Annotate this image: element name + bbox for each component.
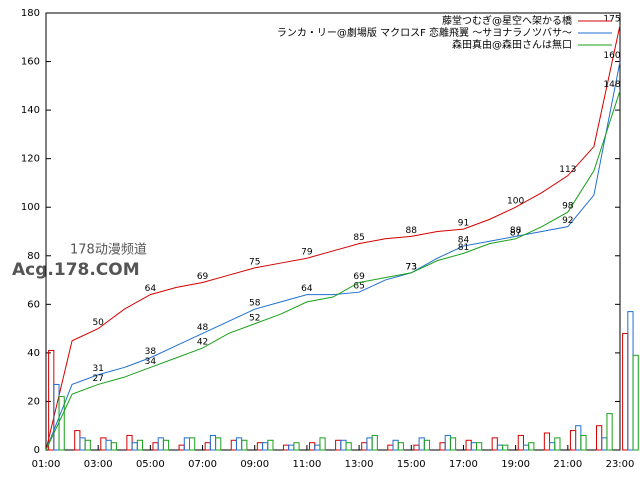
x-tick-label: 21:00 <box>553 459 582 470</box>
count-bar <box>554 437 561 451</box>
count-bar <box>58 396 65 451</box>
y-tick-label: 180 <box>21 8 40 19</box>
series-line <box>45 25 621 451</box>
y-tick-label: 160 <box>21 57 40 68</box>
x-tick-label: 17:00 <box>449 459 478 470</box>
y-tick-label: 80 <box>27 251 40 262</box>
data-label: 79 <box>301 248 313 258</box>
data-label: 92 <box>562 216 573 226</box>
data-label: 81 <box>458 243 469 253</box>
x-tick-label: 07:00 <box>188 459 217 470</box>
data-label: 73 <box>406 262 417 272</box>
count-bar <box>215 437 222 451</box>
data-label: 98 <box>562 202 574 212</box>
count-bar <box>449 437 457 451</box>
legend-label: ランカ・リー@劇場版 マクロスF 恋離飛翼 ～サヨナラノツバサ～ <box>277 26 572 39</box>
data-label: 113 <box>559 165 576 175</box>
data-label: 52 <box>249 313 260 323</box>
data-label: 160 <box>603 51 620 61</box>
data-label: 85 <box>353 233 364 243</box>
count-bar <box>371 434 378 451</box>
data-label: 175 <box>603 15 620 25</box>
data-label: 64 <box>145 284 157 294</box>
data-label: 69 <box>197 272 209 282</box>
x-tick-label: 11:00 <box>292 459 321 470</box>
data-label: 65 <box>353 282 364 292</box>
count-bar <box>543 432 551 451</box>
data-label: 75 <box>249 257 260 267</box>
watermark-line1: 178动漫频道 <box>70 243 147 258</box>
data-label: 91 <box>458 219 469 229</box>
count-bar <box>528 442 535 451</box>
x-tick-label: 09:00 <box>240 459 269 470</box>
x-tick-label: 05:00 <box>136 459 165 470</box>
count-bar <box>267 439 274 451</box>
data-label: 64 <box>301 284 313 294</box>
count-bar <box>110 442 117 451</box>
x-tick-label: 01:00 <box>32 459 61 470</box>
data-label: 34 <box>145 357 157 367</box>
data-label: 38 <box>145 347 157 357</box>
count-bar <box>423 439 431 451</box>
data-label: 48 <box>197 323 209 333</box>
count-bar <box>293 442 300 451</box>
series-line <box>45 90 621 451</box>
y-tick-label: 40 <box>27 348 40 359</box>
count-bar <box>345 442 352 451</box>
plot-frame <box>45 12 621 451</box>
x-tick-label: 03:00 <box>84 459 113 470</box>
x-tick-label: 13:00 <box>345 459 374 470</box>
count-bar <box>136 439 144 451</box>
count-bar <box>397 442 404 451</box>
x-tick-label: 23:00 <box>606 459 635 470</box>
data-label: 88 <box>510 226 522 236</box>
x-tick-label: 15:00 <box>397 459 426 470</box>
count-bar <box>189 437 196 451</box>
y-tick-label: 100 <box>21 202 40 213</box>
data-label: 88 <box>406 226 418 236</box>
legend-label: 藤堂つむぎ@星空へ架かる橋 <box>442 14 572 27</box>
y-tick-label: 120 <box>21 154 40 165</box>
data-label: 87 <box>510 228 521 238</box>
data-label: 69 <box>353 272 365 282</box>
y-tick-label: 140 <box>21 105 40 116</box>
count-bar <box>632 354 639 451</box>
count-bar <box>241 439 248 451</box>
data-label: 42 <box>197 338 208 348</box>
data-label: 84 <box>458 236 470 246</box>
count-bar <box>319 437 326 451</box>
data-label: 100 <box>507 197 524 207</box>
y-tick-label: 20 <box>27 396 40 407</box>
count-bar <box>606 413 613 451</box>
count-bar <box>491 437 498 451</box>
count-bar <box>580 434 587 451</box>
count-bar <box>162 439 170 451</box>
count-bar <box>476 442 483 451</box>
count-bar <box>84 439 91 451</box>
legend-label: 森田真由@森田さんは無口 <box>452 38 572 51</box>
watermark-line2: Acg.178.COM <box>12 260 140 280</box>
data-label: 27 <box>92 374 103 384</box>
count-bar <box>502 444 509 451</box>
count-bar <box>517 434 524 451</box>
x-tick-label: 19:00 <box>501 459 530 470</box>
y-tick-label: 0 <box>34 445 40 456</box>
data-label: 50 <box>92 318 104 328</box>
data-label: 148 <box>603 80 620 90</box>
data-label: 58 <box>249 299 261 309</box>
data-label: 73 <box>406 262 417 272</box>
data-label: 31 <box>92 364 103 374</box>
y-tick-label: 60 <box>27 299 40 310</box>
